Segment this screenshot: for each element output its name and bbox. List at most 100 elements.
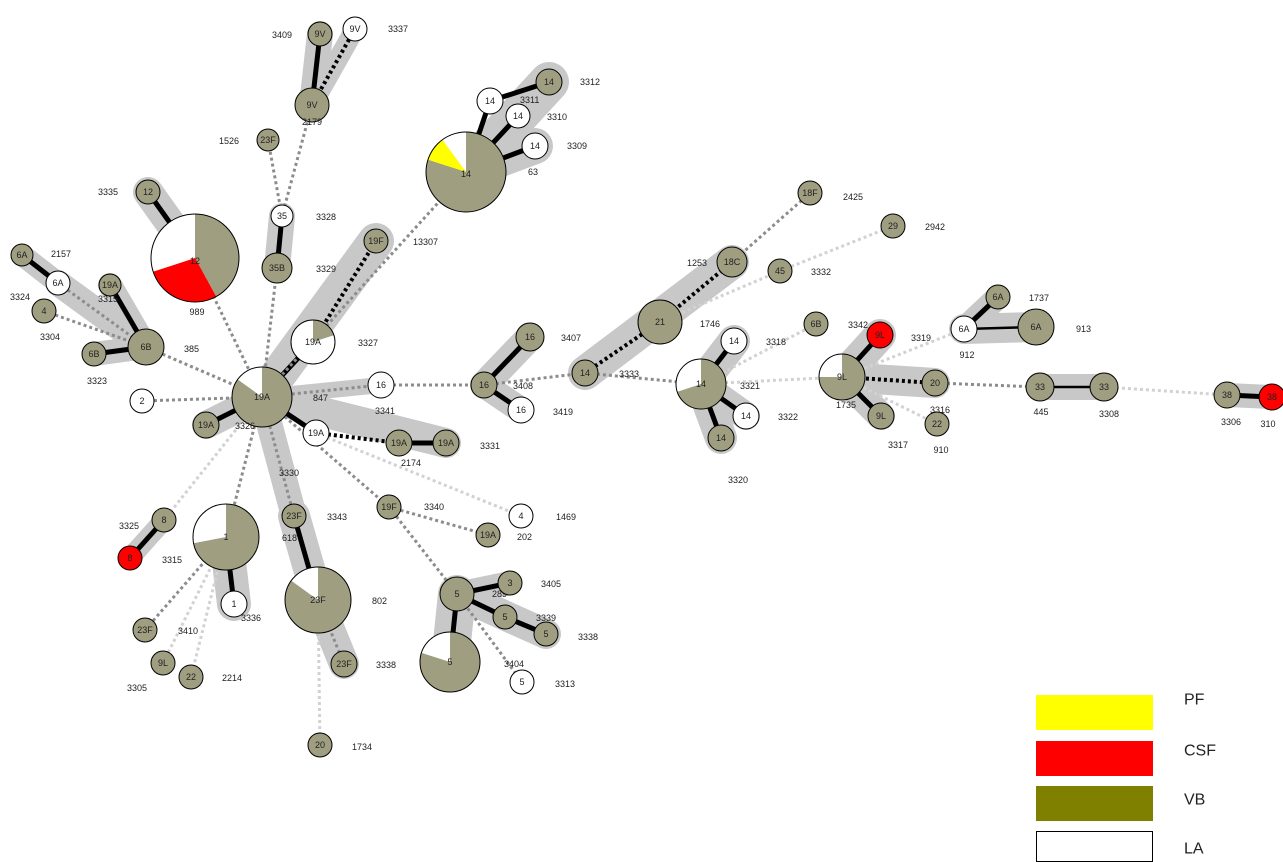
node-outline (281, 503, 307, 529)
isolate-id-label: 3408 (513, 381, 533, 391)
node-outline (507, 396, 535, 424)
edge-21_1746-18C_1253 (658, 260, 734, 324)
node-outline (127, 328, 165, 366)
pie-slice-vb (11, 244, 33, 266)
legend-swatch-la (1036, 831, 1153, 862)
pie-slice-vb (471, 372, 497, 398)
serotype-label: 6A (958, 324, 969, 334)
halo-10 (247, 382, 461, 458)
isolate-id-label: 3324 (10, 292, 30, 302)
node-outline (129, 388, 155, 414)
node-19A_2174: 19A 2174 (302, 419, 421, 468)
node-6B_3342: 6B 3342 (803, 311, 868, 337)
isolate-id-label: 3323 (87, 376, 107, 386)
legend-swatch-pf (1036, 695, 1153, 730)
legend-label-pf: PF (1184, 692, 1205, 709)
pie-slice-vb (493, 605, 517, 629)
node-outline (135, 179, 161, 205)
node-outline (261, 252, 293, 284)
isolate-id-label: 3325 (119, 521, 139, 531)
edge-2_2-19A_847 (141, 395, 263, 403)
pie-slice-vb (1018, 309, 1054, 345)
node-14_3311: 14 3311 (476, 87, 539, 115)
serotype-label: 9L (837, 372, 847, 382)
node-outline (475, 522, 501, 548)
edge-19A_2174-4_1469 (315, 431, 522, 518)
node-outline (470, 371, 498, 399)
isolate-id-label: 3331 (480, 441, 500, 451)
node-9L_3317: 9L 3317 (867, 402, 908, 450)
pie-slice-la (151, 214, 196, 272)
serotype-label: 5 (502, 612, 507, 622)
pie-slice-csf (1259, 384, 1283, 410)
node-outline (81, 341, 107, 367)
node-outline (10, 243, 34, 267)
node-2_2: 2 (129, 388, 155, 414)
node-38_3306: 38 3306 (1213, 381, 1241, 427)
serotype-label: 19A (198, 420, 214, 430)
pie-slice-vb (922, 370, 948, 396)
isolate-id-label: 3336 (241, 613, 261, 623)
serotype-label: 9V (314, 29, 325, 39)
isolate-id-label: 310 (1260, 419, 1275, 429)
isolate-id-label: 989 (189, 307, 204, 317)
node-9V_3409: 9V 3409 (272, 21, 333, 47)
serotype-label: 19A (391, 438, 407, 448)
node-3_3405: 3 3405 (497, 570, 561, 596)
serotype-label: 5 (454, 589, 459, 599)
node-outline (533, 621, 559, 647)
node-outline (509, 669, 535, 695)
serotype-label: 35B (269, 263, 285, 273)
node-outline (716, 246, 748, 278)
pie-slice-la (819, 354, 842, 377)
node-35B_3329: 35B 3329 (261, 252, 336, 284)
node-outline (284, 566, 352, 634)
serotype-label: 23F (336, 659, 352, 669)
pie-slice-la (343, 17, 367, 41)
pie-slice-la (442, 132, 466, 172)
pie-slice-vb (476, 523, 500, 547)
node-16_3408: 16 3408 (470, 371, 533, 399)
node-outline (220, 590, 248, 618)
isolate-id-label: 3340 (424, 502, 444, 512)
node-3330_lbl: 3330 (279, 468, 299, 478)
serotype-label: 20 (930, 378, 940, 388)
isolate-id-label: 3410 (178, 626, 198, 636)
node-19F_3340: 19F 3340 (376, 494, 444, 520)
pie-slice-vb (536, 69, 562, 95)
isolate-id-label: 385 (184, 344, 199, 354)
isolate-id-label: 2942 (925, 222, 945, 232)
isolate-id-label: 1734 (352, 742, 372, 752)
serotype-label: 14 (716, 433, 726, 443)
isolate-id-label: 3342 (848, 320, 868, 330)
isolate-id-label: 3322 (778, 412, 798, 422)
pie-slice-vb (32, 299, 56, 323)
node-19A_202: 19A 202 (475, 522, 532, 548)
node-outline (637, 299, 683, 345)
serotype-label: 8 (161, 515, 166, 525)
pie-slice-la (721, 328, 747, 354)
isolate-id-label: 2179 (302, 117, 322, 127)
node-21_1746: 21 1746 (637, 299, 720, 345)
serotype-label: 19A (480, 530, 496, 540)
isolate-id-label: 3327 (358, 338, 378, 348)
serotype-label: 16 (525, 332, 535, 342)
edge-9V_2179-35_3328 (280, 104, 314, 217)
serotype-label: 9L (158, 658, 168, 668)
node-9L_3319: 9L 3319 (866, 321, 931, 349)
pie-slice-vb (708, 425, 734, 451)
isolate-id-label: 3321 (740, 381, 760, 391)
node-23F_3343: 23F 3343 (281, 503, 347, 529)
serotype-label: 18C (724, 257, 741, 267)
pie-slice-pf (427, 139, 466, 172)
node-6A_912: 6A 912 (950, 315, 978, 360)
edge-16_3408-14_3333 (483, 371, 586, 387)
isolate-id-label: 3341 (375, 406, 395, 416)
serotype-label: 6B (88, 349, 99, 359)
node-5_3338: 5 3338 (533, 621, 598, 647)
node-23F_3410: 23F 3410 (132, 617, 198, 643)
node-outline (707, 424, 735, 452)
serotype-label: 19A (102, 280, 118, 290)
isolate-id-label: 847 (313, 393, 328, 403)
serotype-label: 14 (485, 96, 495, 106)
